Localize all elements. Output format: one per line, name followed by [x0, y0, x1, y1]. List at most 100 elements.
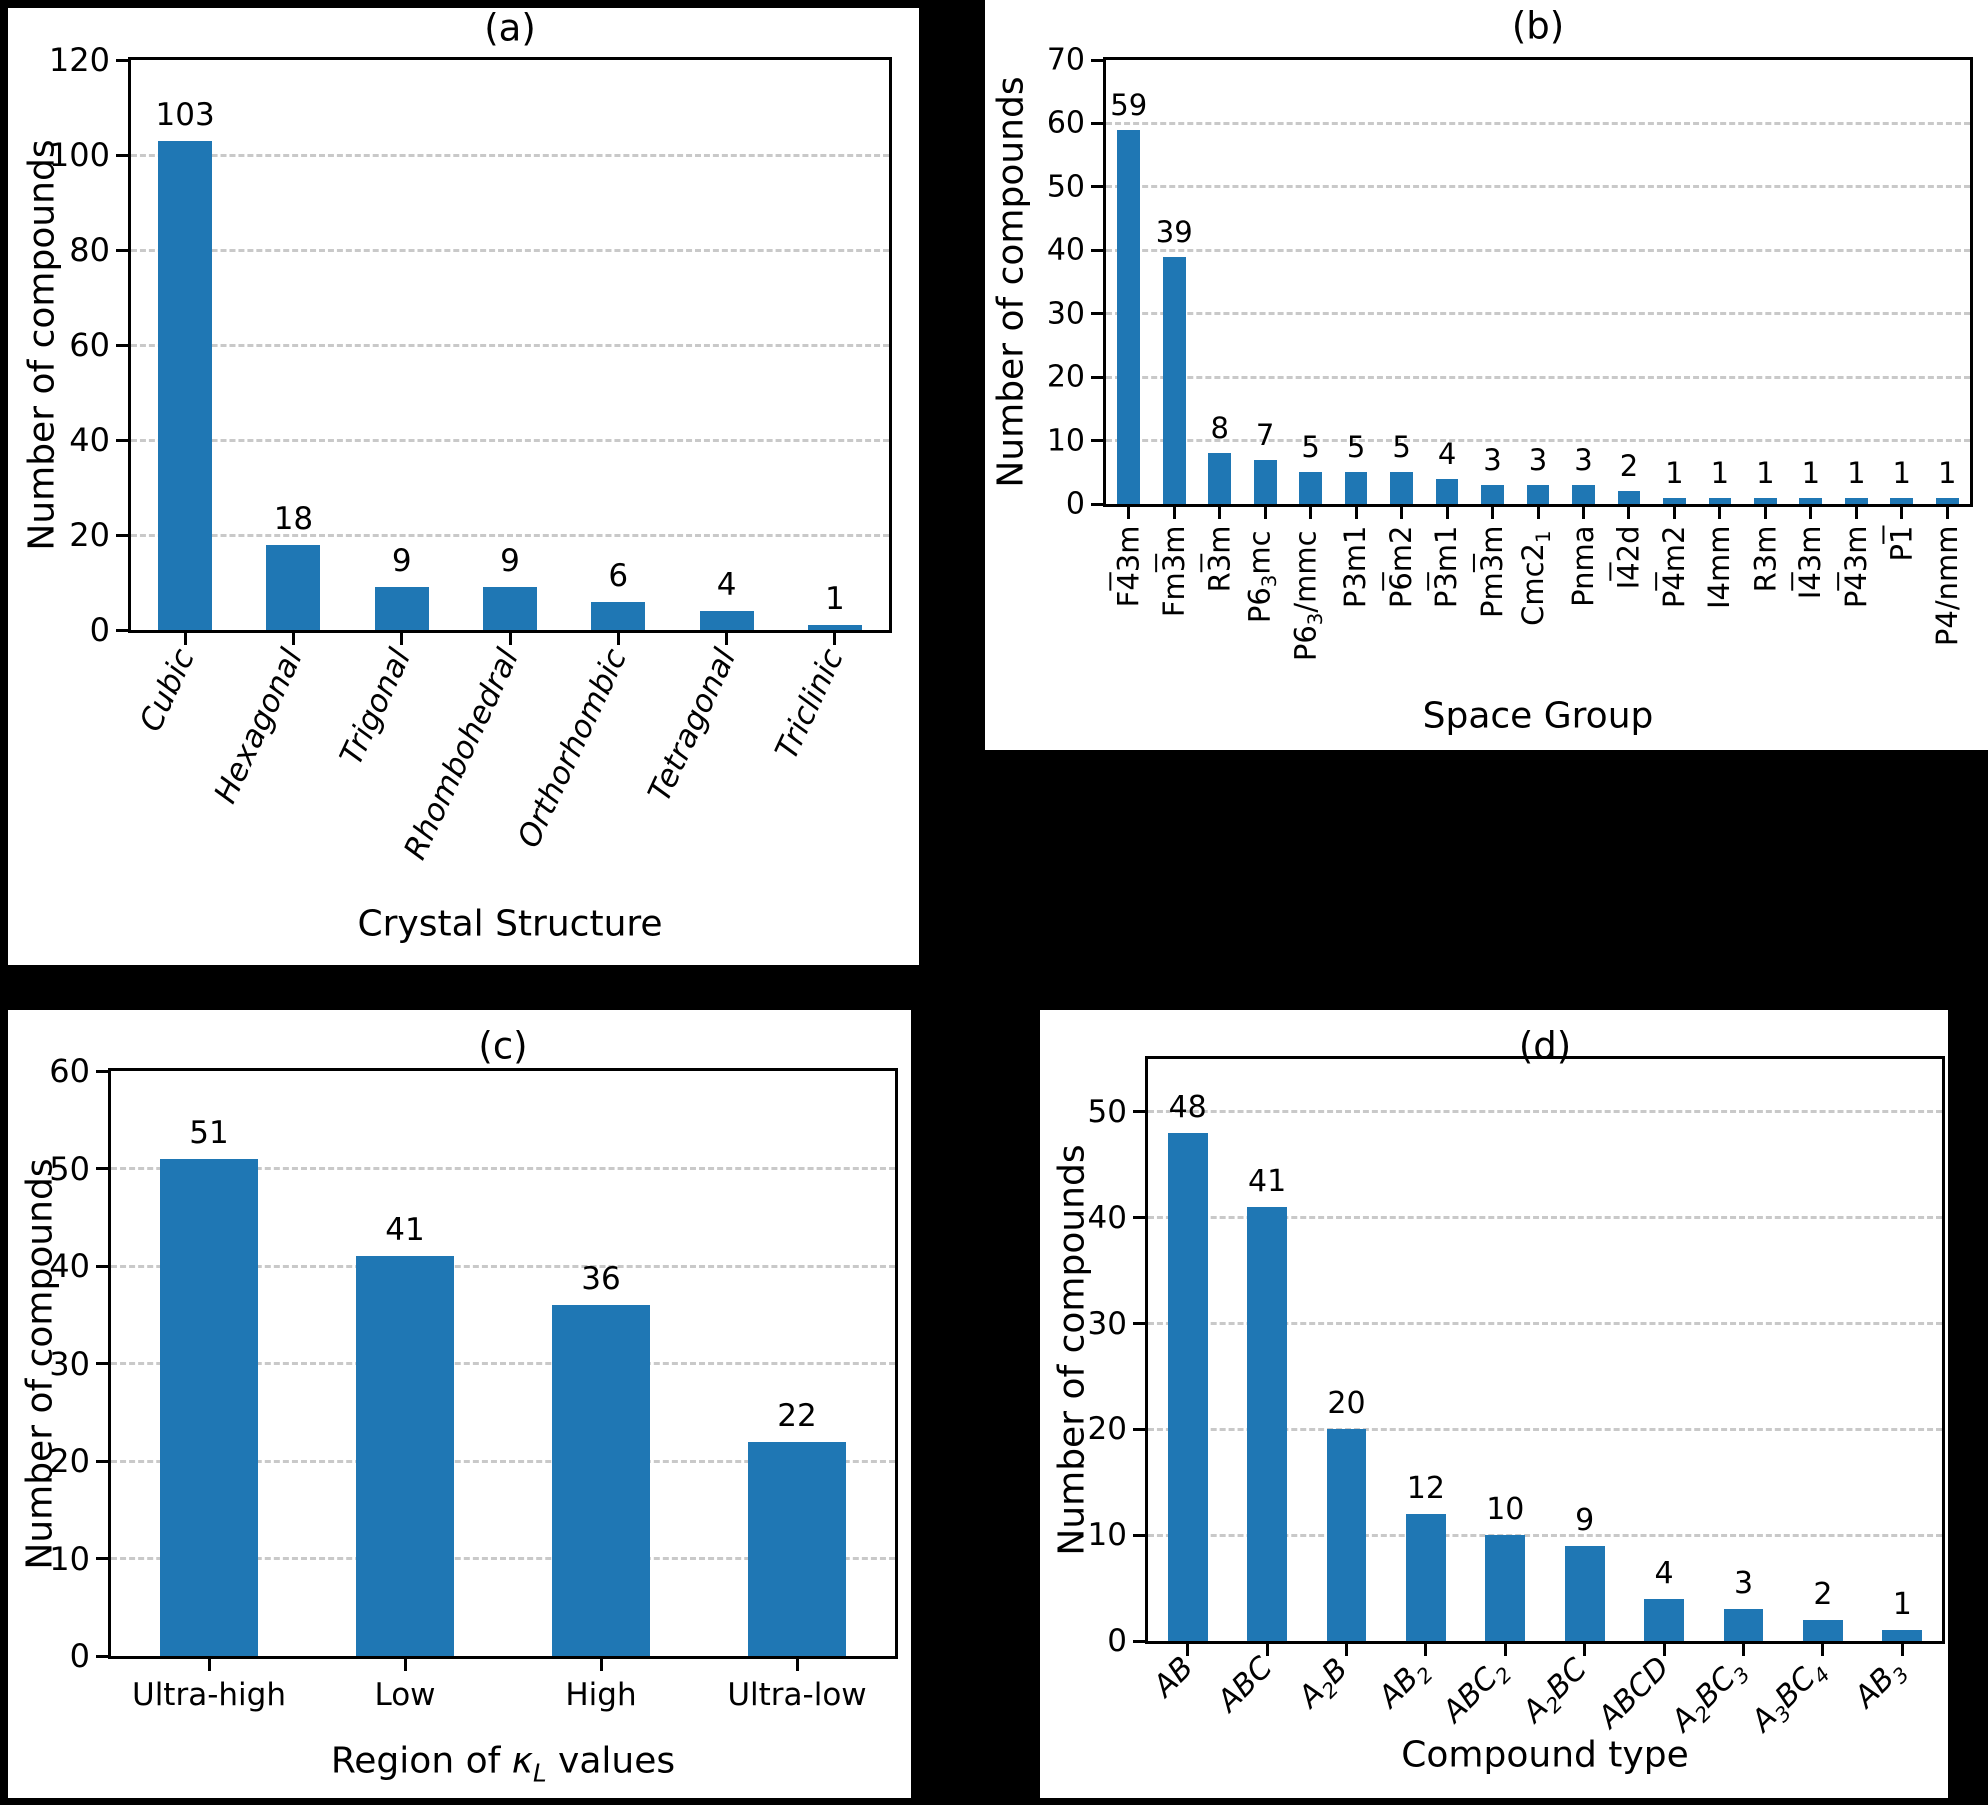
x-tick-label: Hexagonal	[207, 643, 310, 808]
x-tick-label: Rhombohedral	[397, 643, 526, 865]
plot-box	[1145, 1056, 1945, 1644]
y-tick-mark	[1133, 1216, 1145, 1220]
bar-value-label: 41	[1248, 1164, 1287, 1200]
bar	[591, 601, 646, 630]
bar-value-label: 5	[1392, 430, 1411, 465]
y-tick-label: 20	[1046, 359, 1085, 395]
y-tick-mark	[1133, 1639, 1145, 1643]
label-segment: Trigonal	[333, 643, 419, 771]
grid-line	[1148, 1322, 1942, 1326]
grid-line	[1106, 439, 1970, 443]
bar	[1935, 497, 1959, 504]
label-segment: Cubic	[132, 643, 202, 738]
label-segment: /mmc	[1288, 529, 1323, 613]
bar	[158, 140, 213, 630]
label-segment: ABC	[1210, 1649, 1280, 1719]
bar-value-label: 2	[1619, 449, 1639, 484]
grid-line	[111, 1264, 895, 1268]
x-tick-label: Low	[374, 1677, 435, 1713]
label-segment: 4	[1793, 571, 1828, 591]
y-tick-mark	[1133, 1533, 1145, 1537]
bar	[1882, 1630, 1923, 1641]
x-tick-mark	[1672, 507, 1676, 519]
y-tick-label: 0	[89, 611, 110, 649]
bar	[1799, 497, 1823, 504]
x-tick-label: R3m	[1748, 525, 1782, 592]
x-tick-label: F43m	[1111, 525, 1146, 607]
x-tick-label: Cubic	[132, 643, 201, 737]
x-tick-mark	[1309, 507, 1313, 519]
bar	[1526, 484, 1550, 504]
label-segment: Low	[374, 1677, 436, 1713]
y-tick-mark	[96, 1167, 108, 1170]
label-segment: P	[1429, 590, 1464, 608]
y-tick-label: 0	[1107, 1623, 1127, 1659]
label-segment: 3m	[1838, 525, 1873, 572]
label-segment: 1	[1531, 529, 1555, 543]
plot-area-a: 0 20 40 60 80 100 120 103 Cubic 18 Hexagonal 9 Trigo…	[8, 8, 919, 965]
bar-value-label: 8	[1210, 411, 1229, 446]
x-tick-label: A2BC3	[1665, 1651, 1759, 1745]
grid-line	[131, 438, 889, 442]
bar	[356, 1256, 454, 1656]
bar-value-label: 12	[1406, 1471, 1445, 1507]
y-tick-mark	[96, 1362, 108, 1365]
x-tick-mark	[1581, 507, 1585, 519]
x-tick-mark	[1445, 507, 1449, 519]
bar-value-label: 1	[1710, 455, 1730, 490]
label-segment: mc	[1242, 529, 1277, 575]
bar-value-label: 1	[1665, 455, 1684, 490]
y-tick-mark	[1091, 375, 1103, 379]
chart-title-d: (d)	[1518, 1024, 1572, 1068]
bar	[1435, 478, 1459, 504]
bar	[1208, 453, 1232, 504]
x-tick-label: P3m1	[1339, 525, 1373, 608]
label-segment: P	[1656, 590, 1691, 608]
x-tick-mark	[1854, 507, 1858, 519]
y-tick-mark	[116, 628, 128, 632]
label-segment: P	[1384, 590, 1419, 608]
bar-value-label: 5	[1301, 430, 1320, 465]
y-tick-mark	[116, 153, 128, 157]
x-tick-label: P3m1	[1429, 525, 1464, 608]
x-tick-mark	[1503, 1644, 1507, 1656]
bar	[1485, 1535, 1526, 1641]
y-tick-mark	[1091, 185, 1103, 189]
label-segment: L	[532, 1758, 547, 1788]
bar-value-label: 5	[1346, 430, 1366, 465]
x-tick-mark	[1662, 1644, 1666, 1656]
y-tick-label: 60	[69, 326, 110, 364]
y-tick-label: 50	[1046, 169, 1085, 205]
x-tick-label: ABCD	[1592, 1650, 1677, 1735]
label-segment: Pnma	[1565, 525, 1600, 607]
x-tick-label: Tetragonal	[641, 643, 743, 807]
x-tick-mark	[1263, 507, 1267, 519]
y-tick-mark	[116, 248, 128, 252]
bar-value-label: 6	[608, 557, 629, 594]
bar-value-label: 39	[1155, 214, 1193, 249]
bar	[1406, 1514, 1446, 1641]
x-tick-mark	[1742, 1644, 1745, 1656]
label-segment: 4	[1611, 561, 1646, 581]
label-segment: 4	[1111, 571, 1146, 591]
grid-line	[1106, 312, 1970, 316]
x-tick-label: I4mm	[1702, 525, 1736, 609]
bar	[1803, 1619, 1843, 1641]
y-tick-mark	[1091, 58, 1103, 62]
grid-line	[1106, 248, 1970, 252]
bar	[1723, 1609, 1764, 1641]
x-tick-label: Pnma	[1565, 525, 1600, 607]
x-tick-label: High	[565, 1677, 636, 1713]
label-segment: Region of	[330, 1740, 512, 1782]
y-tick-label: 50	[1087, 1093, 1127, 1130]
x-tick-mark	[1900, 507, 1904, 519]
x-axis-label-b: Space Group	[1423, 696, 1654, 737]
bar-value-label: 3	[1574, 442, 1593, 477]
x-axis-label-d: Compound type	[1401, 1735, 1688, 1776]
x-tick-mark	[1583, 1644, 1587, 1656]
x-tick-label: ABC	[1211, 1650, 1280, 1719]
label-segment: m	[1156, 525, 1191, 554]
x-tick-label: Pm3m	[1475, 525, 1509, 617]
x-tick-mark	[207, 1659, 211, 1671]
